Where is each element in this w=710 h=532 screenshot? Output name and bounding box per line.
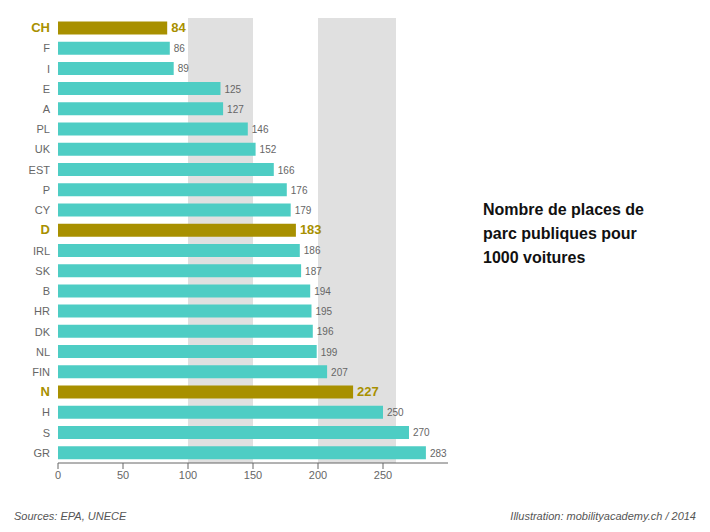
svg-text:P: P — [43, 184, 50, 196]
svg-text:250: 250 — [387, 407, 404, 418]
svg-text:179: 179 — [295, 205, 312, 216]
svg-text:86: 86 — [174, 43, 186, 54]
svg-text:125: 125 — [225, 84, 242, 95]
svg-text:152: 152 — [260, 144, 277, 155]
svg-text:250: 250 — [374, 469, 392, 481]
svg-text:84: 84 — [171, 20, 186, 35]
svg-text:PL: PL — [37, 123, 50, 135]
html-text:Sources: EPA, UNECE: Sources: EPA, UNECE — [14, 510, 127, 522]
svg-text:194: 194 — [314, 286, 331, 297]
svg-text:HR: HR — [34, 305, 50, 317]
svg-text:176: 176 — [291, 185, 308, 196]
svg-text:270: 270 — [413, 427, 430, 438]
svg-text:146: 146 — [252, 124, 269, 135]
svg-text:EST: EST — [29, 164, 51, 176]
svg-text:187: 187 — [305, 266, 322, 277]
svg-text:A: A — [43, 103, 51, 115]
svg-text:0: 0 — [55, 469, 61, 481]
svg-text:GR: GR — [34, 447, 51, 459]
svg-text:199: 199 — [321, 347, 338, 358]
svg-text:283: 283 — [430, 448, 447, 459]
svg-text:SK: SK — [35, 265, 50, 277]
svg-text:195: 195 — [316, 306, 333, 317]
svg-text:DK: DK — [35, 326, 51, 338]
svg-text:F: F — [43, 42, 50, 54]
html-text:Illustration: mobilityacademy.: Illustration: mobilityacademy.ch / 2014 — [510, 510, 696, 522]
svg-text:CY: CY — [35, 204, 51, 216]
svg-text:183: 183 — [300, 222, 322, 237]
svg-text:227: 227 — [357, 384, 379, 399]
svg-text:196: 196 — [317, 326, 334, 337]
svg-text:186: 186 — [304, 245, 321, 256]
svg-text:UK: UK — [35, 143, 51, 155]
svg-text:166: 166 — [278, 165, 295, 176]
svg-text:D: D — [41, 222, 50, 237]
svg-text:CH: CH — [31, 20, 50, 35]
svg-text:H: H — [42, 406, 50, 418]
svg-text:207: 207 — [331, 367, 348, 378]
svg-text:200: 200 — [309, 469, 327, 481]
svg-text:50: 50 — [117, 469, 129, 481]
svg-text:IRL: IRL — [33, 245, 50, 257]
svg-text:100: 100 — [179, 469, 197, 481]
svg-text:FIN: FIN — [32, 366, 50, 378]
svg-text:NL: NL — [36, 346, 50, 358]
svg-text:N: N — [41, 384, 50, 399]
svg-text:I: I — [47, 63, 50, 75]
svg-text:S: S — [43, 427, 50, 439]
svg-text:B: B — [43, 285, 50, 297]
svg-text:150: 150 — [244, 469, 262, 481]
svg-text:E: E — [43, 83, 50, 95]
html-text:Nombre de places de parc publi: Nombre de places de parc publiques pour … — [483, 201, 644, 266]
svg-text:127: 127 — [227, 104, 244, 115]
svg-text:89: 89 — [178, 63, 190, 74]
